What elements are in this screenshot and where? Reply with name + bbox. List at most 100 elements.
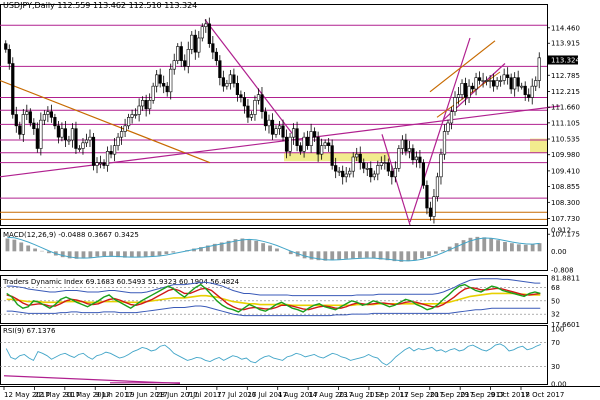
- time-tick-label: 1 Sep 2017: [369, 391, 409, 399]
- candle-body: [302, 136, 306, 152]
- rsi-trend-line: [3, 375, 181, 385]
- candle-body: [291, 128, 296, 138]
- candle-body: [214, 51, 218, 61]
- candle-body: [67, 139, 71, 142]
- candle-body: [281, 125, 285, 138]
- price-tick-label: 108.855: [551, 183, 580, 191]
- candle-body: [523, 85, 527, 95]
- candle-body: [88, 136, 92, 141]
- candle-body: [260, 94, 264, 112]
- pane-border-rsi: [0, 325, 548, 385]
- candle-body: [372, 173, 376, 178]
- candle-body: [7, 49, 11, 64]
- price-tick-label: 109.410: [551, 167, 580, 175]
- price-tick-label: 113.915: [551, 40, 580, 48]
- candle-body: [341, 170, 345, 178]
- candle-body: [305, 136, 310, 146]
- candle-body: [162, 83, 166, 87]
- candle-body: [204, 23, 208, 27]
- candle-body: [256, 94, 261, 101]
- time-tick-label: 18 Oct 2017: [521, 391, 564, 399]
- candle-body: [428, 207, 433, 217]
- candle-body: [488, 80, 492, 82]
- candle-body: [232, 74, 236, 84]
- time-tick-label: 22 May 2017: [34, 391, 80, 399]
- price-tick-label: 112.785: [551, 72, 580, 80]
- tdi-tick-label: 81.8811: [551, 275, 580, 283]
- candle-body: [46, 111, 50, 115]
- macd-tick-label: -0.808: [551, 267, 574, 275]
- candle-body: [81, 142, 85, 149]
- candle-body: [513, 77, 517, 90]
- candle-body: [362, 162, 366, 169]
- candle-body: [49, 111, 53, 118]
- candle-body: [418, 156, 422, 163]
- candle-body: [53, 117, 57, 127]
- candle-body: [365, 168, 369, 170]
- candle-body: [449, 111, 454, 124]
- candle-body: [506, 74, 510, 78]
- candle-body: [228, 74, 232, 84]
- price-tick-label: 108.300: [551, 199, 580, 207]
- time-tick-label: 19 Jun 2017: [126, 391, 168, 399]
- candle-body: [253, 100, 257, 115]
- candle-body: [463, 83, 468, 98]
- time-tick-label: 9 Jun 2017: [95, 391, 133, 399]
- candle-body: [288, 136, 292, 152]
- candle-body: [404, 139, 408, 152]
- price-tick-label: 111.660: [551, 104, 580, 112]
- candle-body: [221, 77, 225, 87]
- rsi-line: [5, 343, 541, 366]
- candle-body: [390, 170, 394, 178]
- candle-body: [407, 148, 411, 152]
- macd-tick-label: 0.00: [551, 248, 567, 256]
- time-tick-label: 20 Sep 2017: [430, 391, 474, 399]
- candle-body: [421, 162, 426, 186]
- candle-body: [11, 63, 15, 115]
- candle-body: [186, 49, 190, 67]
- candle-body: [277, 125, 282, 129]
- candle-body: [179, 46, 183, 61]
- pane-border-macd: [0, 228, 548, 271]
- candle-body: [4, 43, 8, 50]
- candle-body: [344, 173, 348, 178]
- candle-body: [95, 162, 99, 166]
- candle-body: [432, 196, 436, 217]
- candle-body: [411, 148, 415, 161]
- candle-body: [249, 114, 254, 118]
- current-price-label-bg: [548, 55, 578, 65]
- candle-body: [495, 80, 499, 87]
- channel-line-upper: [429, 40, 496, 93]
- time-tick-label: 17 Jul 2017: [217, 391, 257, 399]
- candle-body: [295, 128, 299, 146]
- time-tick-label: 29 Sep 2017: [460, 391, 504, 399]
- candle-body: [383, 162, 387, 164]
- rsi-tick-label: 70: [551, 339, 560, 347]
- candle-body: [400, 139, 404, 149]
- candle-body: [456, 94, 461, 98]
- time-tick-label: 9 Oct 2017: [491, 391, 530, 399]
- candle-body: [516, 77, 520, 87]
- rsi-tick-label: 0.00: [551, 381, 567, 389]
- time-tick-label: 31 May 2017: [65, 391, 111, 399]
- price-tick-label: 111.105: [551, 119, 580, 127]
- candle-body: [35, 128, 39, 149]
- candle-body: [274, 128, 278, 135]
- candle-body: [386, 162, 390, 172]
- candle-body: [235, 83, 240, 95]
- trend-line-drop: [381, 134, 411, 226]
- time-tick-label: 26 Jul 2017: [247, 391, 287, 399]
- candle-body: [32, 122, 36, 129]
- time-tick-label: 4 Aug 2017: [278, 391, 318, 399]
- candle-body: [530, 85, 534, 98]
- candle-body: [134, 114, 138, 116]
- candle-body: [330, 145, 334, 166]
- candle-body: [102, 162, 106, 166]
- time-tick-label: 28 Jun 2017: [156, 391, 198, 399]
- candle-body: [337, 170, 341, 173]
- candle-body: [137, 105, 141, 115]
- candle-body: [126, 117, 131, 127]
- rsi-title: RSI(9) 67.1376: [3, 327, 56, 335]
- candle-body: [112, 145, 117, 155]
